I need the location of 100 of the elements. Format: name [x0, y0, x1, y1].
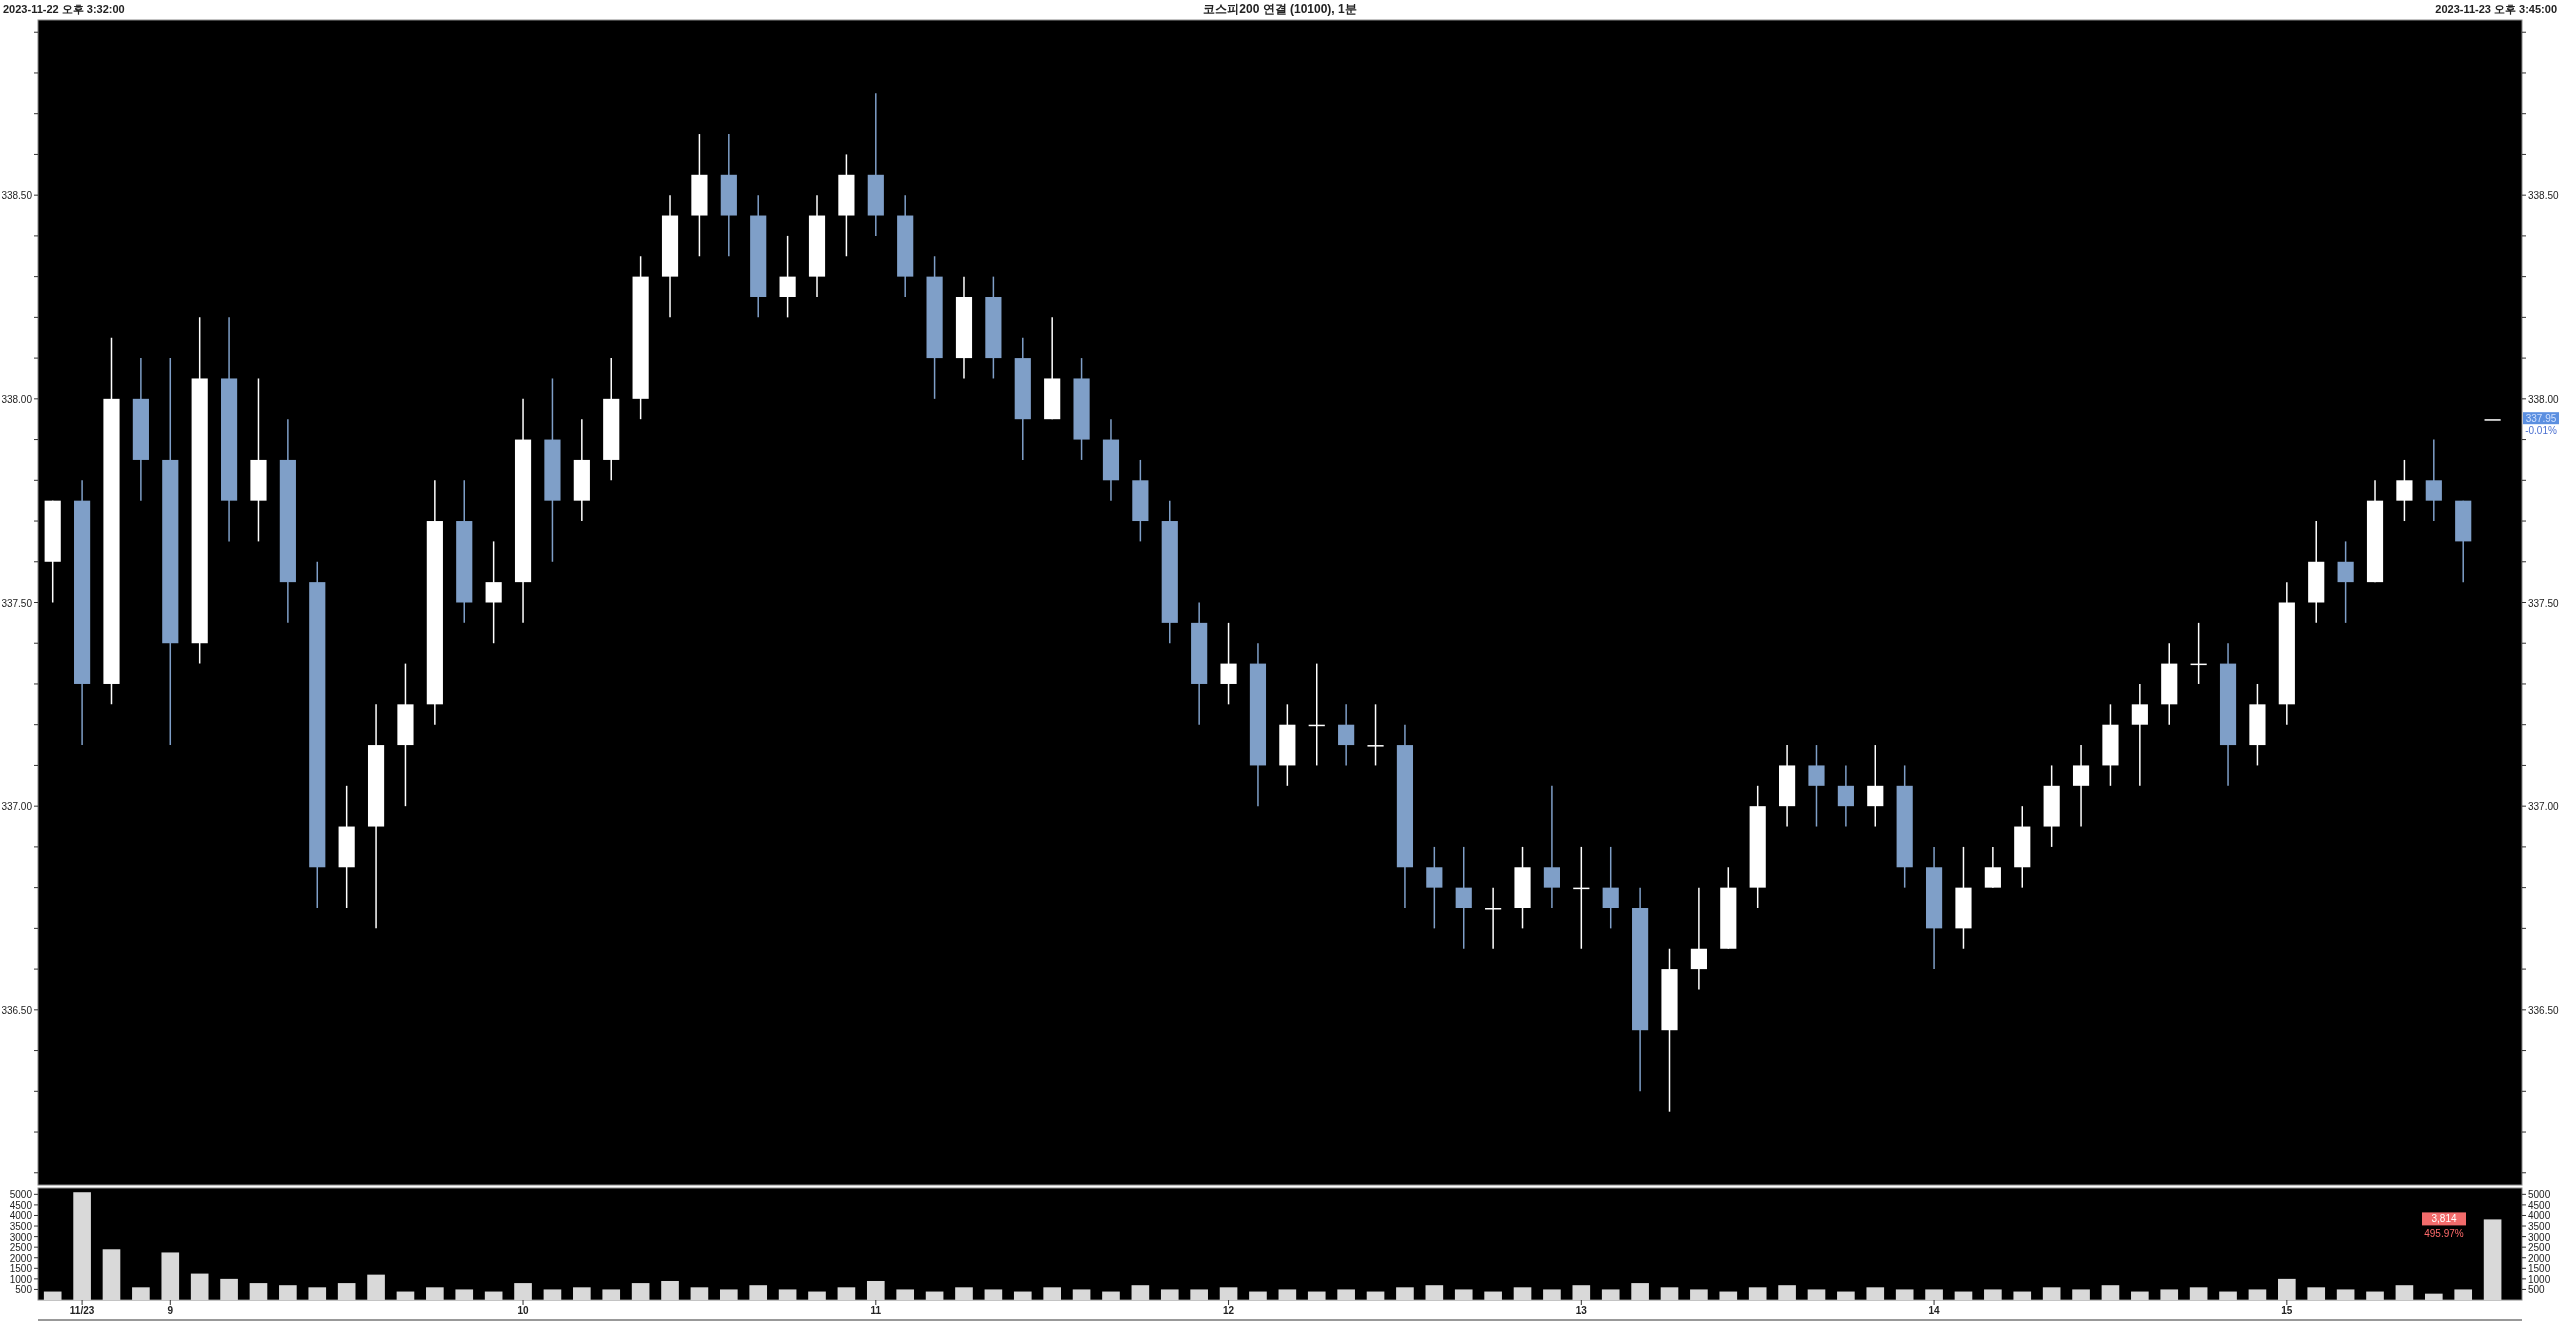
- bar: [43, 1291, 62, 1300]
- y-tick-label: 3500: [9, 1221, 33, 1233]
- bar: [1719, 1291, 1738, 1300]
- y2-tick-label: 337.00: [2528, 801, 2560, 813]
- bar: [455, 1289, 474, 1300]
- candlestick: [2396, 459, 2413, 522]
- candlestick: [2425, 438, 2442, 522]
- bar: [661, 1280, 679, 1300]
- bar: [102, 1249, 121, 1300]
- bar: [1660, 1287, 1679, 1300]
- candlestick: [1543, 785, 1560, 909]
- y2-tick-label: 336.50: [2528, 1004, 2560, 1016]
- bar: [367, 1274, 385, 1300]
- bar: [1160, 1289, 1179, 1300]
- bar: [220, 1278, 238, 1300]
- bar: [2454, 1289, 2473, 1300]
- bar: [1513, 1287, 1532, 1300]
- candlestick: [1220, 622, 1237, 706]
- bar: [2101, 1285, 2120, 1300]
- annotation: 495.97%: [2424, 1228, 2464, 1240]
- y2-tick-label: 2000: [2528, 1252, 2551, 1264]
- bar: [1190, 1289, 1208, 1300]
- y-tick-label: 337.50: [1, 597, 33, 609]
- y2-tick-label: 4000: [2528, 1210, 2551, 1222]
- candlestick: [1867, 744, 1884, 828]
- bar: [2189, 1287, 2208, 1300]
- y-tick-label: 3000: [9, 1231, 33, 1243]
- candlestick: [1455, 846, 1472, 950]
- bar: [161, 1252, 180, 1300]
- y2-tick-label: 3000: [2528, 1231, 2551, 1243]
- y2-tick-label: 1500: [2528, 1263, 2551, 1275]
- x-tick-label: 9: [167, 1305, 174, 1316]
- candlestick: [1808, 744, 1825, 828]
- y2-tick-label: 500: [2528, 1284, 2546, 1296]
- bar: [778, 1289, 797, 1300]
- x-tick-label: 13: [1575, 1305, 1588, 1316]
- bar: [514, 1283, 532, 1300]
- bar: [866, 1280, 885, 1300]
- bar: [190, 1273, 209, 1300]
- bar: [2336, 1289, 2355, 1300]
- bar: [690, 1287, 709, 1300]
- y2-tick-label: 4500: [2528, 1199, 2551, 1211]
- text: -0.01%: [2525, 425, 2557, 437]
- bar: [2160, 1289, 2179, 1300]
- bar: [2219, 1291, 2237, 1300]
- bar: [2248, 1289, 2267, 1300]
- x-tick-label: 12: [1222, 1305, 1235, 1316]
- candlestick: [2337, 540, 2354, 624]
- bar: [2395, 1285, 2414, 1300]
- bar: [573, 1287, 591, 1300]
- bar: [484, 1291, 503, 1300]
- bar: [1425, 1285, 1444, 1300]
- candlestick: [1367, 703, 1384, 767]
- candlestick: [1984, 846, 2001, 889]
- bar: [749, 1285, 768, 1300]
- bar: [1807, 1289, 1826, 1300]
- bar: [1837, 1291, 1855, 1300]
- x-tick-label: 10: [517, 1305, 530, 1316]
- bar: [337, 1283, 356, 1300]
- bar: [1925, 1289, 1943, 1300]
- candlestick: [485, 540, 502, 644]
- y-tick-label: 4000: [9, 1210, 33, 1222]
- bar: [1748, 1287, 1767, 1300]
- bar: [602, 1289, 621, 1300]
- candlestick: [779, 235, 796, 319]
- bar: [808, 1291, 826, 1300]
- bar: [1895, 1289, 1914, 1300]
- y2-tick-label: 2500: [2528, 1242, 2551, 1254]
- bar: [279, 1285, 297, 1300]
- candlestick: [2131, 683, 2148, 787]
- bar: [1631, 1283, 1649, 1300]
- bar: [1013, 1291, 1032, 1300]
- text: 2023-11-22 오후 3:32:00: [3, 3, 125, 15]
- bar: [1690, 1289, 1708, 1300]
- bar: [1866, 1287, 1885, 1300]
- bar: [543, 1289, 562, 1300]
- bar: [1484, 1291, 1502, 1300]
- bar: [2424, 1293, 2443, 1300]
- y-tick-label: 2000: [9, 1252, 33, 1264]
- bar: [1249, 1291, 1267, 1300]
- bar: [1572, 1285, 1591, 1300]
- bar: [631, 1283, 650, 1300]
- candlestick: [1485, 886, 1502, 950]
- text: 337.95: [2525, 413, 2557, 425]
- y-tick-label: 338.50: [1, 190, 33, 202]
- bar: [426, 1287, 444, 1300]
- bar: [396, 1291, 415, 1300]
- y-tick-label: 5000: [9, 1189, 33, 1201]
- bar: [925, 1291, 944, 1300]
- candlestick: [1690, 886, 1707, 991]
- annotation: 3,814: [2431, 1213, 2457, 1225]
- bar: [1219, 1287, 1238, 1300]
- y-tick-label: 500: [15, 1284, 33, 1296]
- y2-tick-label: 338.00: [2528, 393, 2560, 405]
- bar: [2307, 1287, 2326, 1300]
- x-tick-label: 11: [870, 1305, 882, 1316]
- bar: [955, 1287, 973, 1300]
- bar: [1984, 1289, 2002, 1300]
- bar: [2072, 1289, 2090, 1300]
- y-tick-label: 336.50: [1, 1004, 33, 1016]
